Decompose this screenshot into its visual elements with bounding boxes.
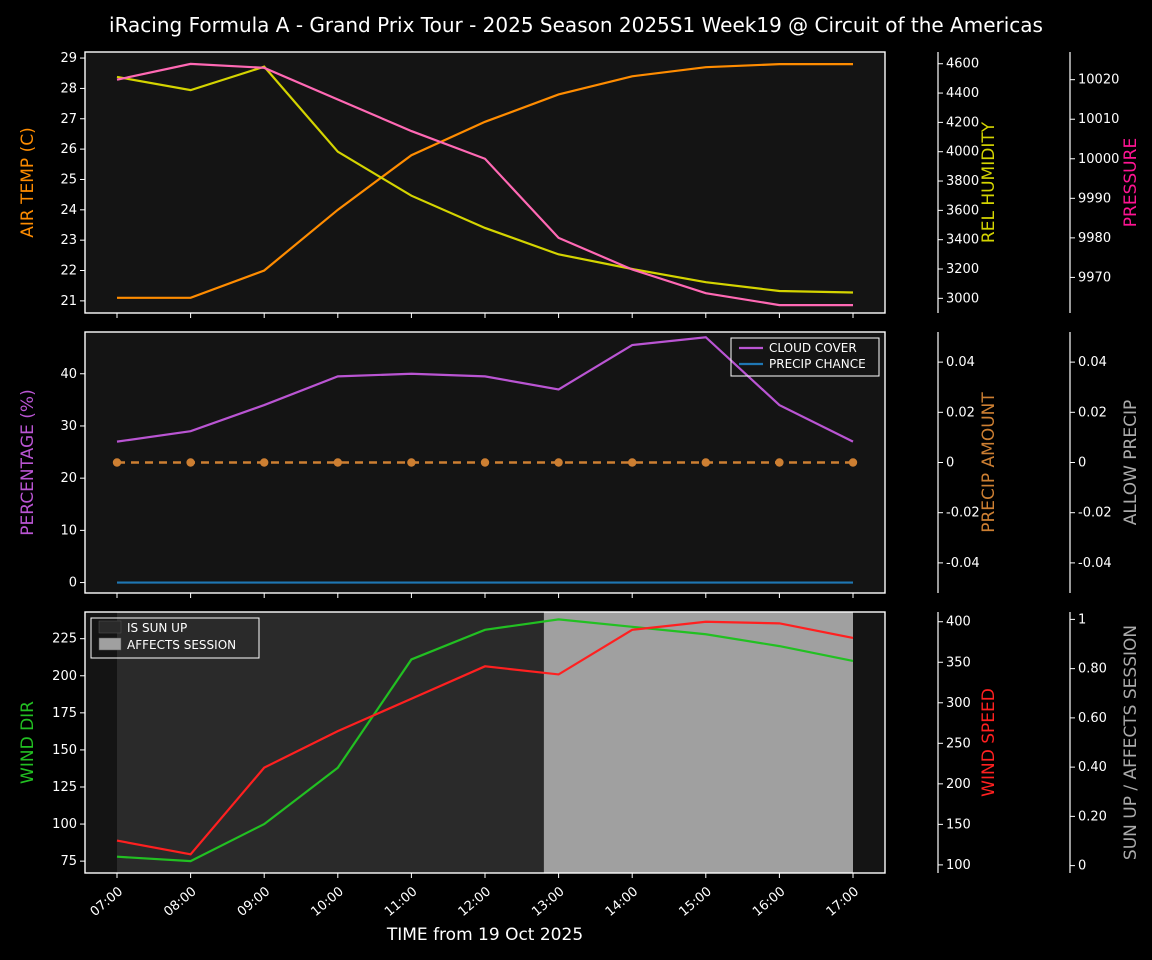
svg-text:AFFECTS SESSION: AFFECTS SESSION (127, 638, 236, 652)
svg-text:27: 27 (60, 112, 77, 127)
svg-text:CLOUD COVER: CLOUD COVER (769, 341, 857, 355)
svg-text:4000: 4000 (946, 145, 979, 160)
svg-text:SUN UP / AFFECTS SESSION: SUN UP / AFFECTS SESSION (1121, 625, 1141, 860)
svg-text:-0.04: -0.04 (946, 556, 980, 571)
svg-text:1: 1 (1078, 612, 1086, 627)
svg-text:PRECIP AMOUNT: PRECIP AMOUNT (979, 392, 999, 533)
svg-text:3000: 3000 (946, 291, 979, 306)
svg-text:400: 400 (946, 615, 971, 630)
svg-text:0: 0 (1078, 456, 1086, 471)
svg-text:0.04: 0.04 (946, 355, 975, 370)
svg-text:75: 75 (60, 854, 77, 869)
svg-text:PRESSURE: PRESSURE (1121, 138, 1141, 227)
precip-amount-marker (113, 458, 121, 466)
svg-text:3200: 3200 (946, 262, 979, 277)
svg-text:9970: 9970 (1078, 270, 1111, 285)
svg-text:26: 26 (60, 142, 77, 157)
svg-text:40: 40 (60, 367, 77, 382)
svg-text:0: 0 (946, 456, 954, 471)
svg-text:10000: 10000 (1078, 152, 1119, 167)
svg-text:10010: 10010 (1078, 112, 1119, 127)
svg-text:23: 23 (60, 233, 77, 248)
svg-text:225: 225 (52, 632, 77, 647)
svg-text:150: 150 (52, 743, 77, 758)
svg-text:-0.02: -0.02 (1078, 506, 1112, 521)
svg-text:0.02: 0.02 (1078, 405, 1107, 420)
svg-text:300: 300 (946, 696, 971, 711)
svg-text:125: 125 (52, 780, 77, 795)
chart-title: iRacing Formula A - Grand Prix Tour - 20… (109, 13, 1043, 37)
svg-text:4400: 4400 (946, 86, 979, 101)
precip-amount-marker (481, 458, 489, 466)
precip-amount-marker (260, 458, 268, 466)
svg-text:3600: 3600 (946, 203, 979, 218)
svg-text:0.40: 0.40 (1078, 760, 1107, 775)
svg-text:-0.04: -0.04 (1078, 556, 1112, 571)
svg-text:0: 0 (69, 576, 77, 591)
svg-text:0: 0 (1078, 859, 1086, 874)
svg-text:350: 350 (946, 655, 971, 670)
svg-text:10020: 10020 (1078, 73, 1119, 88)
svg-text:250: 250 (946, 736, 971, 751)
svg-text:22: 22 (60, 264, 77, 279)
svg-text:21: 21 (60, 294, 77, 309)
svg-text:200: 200 (52, 669, 77, 684)
svg-text:WIND DIR: WIND DIR (18, 701, 38, 784)
svg-text:0.80: 0.80 (1078, 662, 1107, 677)
svg-text:IS SUN UP: IS SUN UP (127, 621, 187, 635)
svg-text:9980: 9980 (1078, 231, 1111, 246)
weather-chart: iRacing Formula A - Grand Prix Tour - 20… (0, 0, 1152, 960)
svg-text:3800: 3800 (946, 174, 979, 189)
svg-text:25: 25 (60, 172, 77, 187)
svg-text:0.02: 0.02 (946, 405, 975, 420)
x-axis-label: TIME from 19 Oct 2025 (386, 925, 583, 945)
precip-amount-marker (554, 458, 562, 466)
svg-text:200: 200 (946, 777, 971, 792)
svg-text:0.04: 0.04 (1078, 355, 1107, 370)
svg-text:175: 175 (52, 706, 77, 721)
svg-text:28: 28 (60, 81, 77, 96)
svg-text:WIND SPEED: WIND SPEED (979, 688, 999, 797)
precip-amount-marker (407, 458, 415, 466)
svg-text:29: 29 (60, 51, 77, 66)
svg-text:AIR TEMP (C): AIR TEMP (C) (18, 127, 38, 237)
svg-text:9990: 9990 (1078, 191, 1111, 206)
svg-text:PERCENTAGE (%): PERCENTAGE (%) (18, 389, 38, 535)
precip-amount-marker (775, 458, 783, 466)
svg-text:100: 100 (52, 817, 77, 832)
svg-text:3400: 3400 (946, 233, 979, 248)
precip-amount-marker (849, 458, 857, 466)
svg-text:ALLOW PRECIP: ALLOW PRECIP (1121, 400, 1141, 526)
svg-text:4600: 4600 (946, 57, 979, 72)
precip-amount-marker (334, 458, 342, 466)
svg-text:REL HUMIDITY: REL HUMIDITY (979, 121, 999, 243)
svg-text:0.20: 0.20 (1078, 809, 1107, 824)
precip-amount-marker (628, 458, 636, 466)
svg-text:0.60: 0.60 (1078, 711, 1107, 726)
precip-amount-marker (702, 458, 710, 466)
svg-text:30: 30 (60, 419, 77, 434)
precip-amount-marker (186, 458, 194, 466)
svg-text:100: 100 (946, 858, 971, 873)
svg-text:10: 10 (60, 523, 77, 538)
svg-text:PRECIP CHANCE: PRECIP CHANCE (769, 357, 866, 371)
svg-text:24: 24 (60, 203, 77, 218)
svg-text:4200: 4200 (946, 115, 979, 130)
svg-text:-0.02: -0.02 (946, 506, 980, 521)
svg-text:150: 150 (946, 817, 971, 832)
svg-text:20: 20 (60, 471, 77, 486)
